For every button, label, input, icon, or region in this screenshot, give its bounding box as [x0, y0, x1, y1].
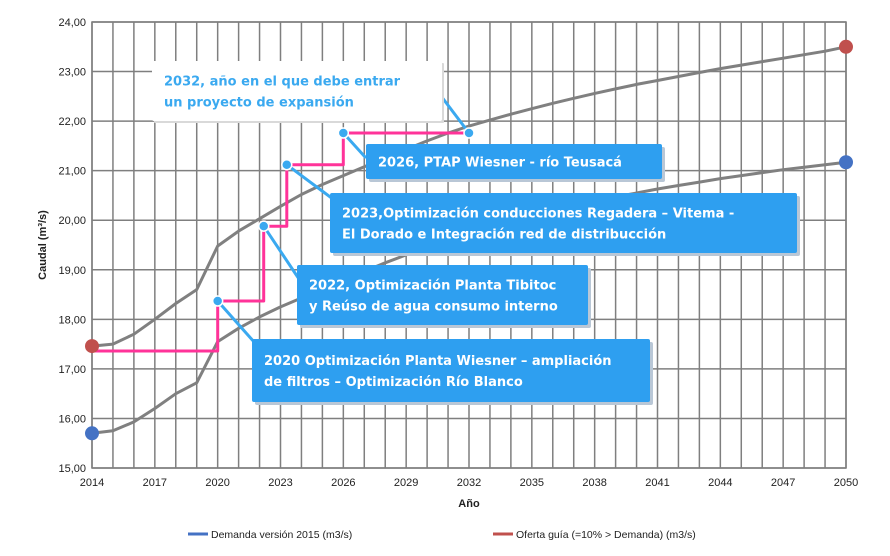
y-axis-label: Caudal (m³/s)	[37, 210, 49, 280]
legend-label: Oferta guía (=10% > Demanda) (m3/s)	[516, 529, 696, 541]
callout-text-line: 2022, Optimización Planta Tibitoc	[309, 279, 556, 294]
y-tick-label: 18,00	[58, 314, 86, 326]
x-axis-label: Año	[458, 498, 480, 510]
x-axis-ticks: 2014 2017 2020 2023 2026 2029 2032 2035 2038 2041…	[80, 477, 858, 489]
callout-background	[297, 265, 588, 325]
y-tick-label: 20,00	[58, 215, 86, 227]
x-tick-label: 2038	[582, 477, 606, 489]
point-marker	[337, 127, 350, 139]
y-tick-label: 15,00	[58, 463, 86, 475]
callout-background	[330, 193, 797, 253]
callout-text-line: 2032, año en el que debe entrar	[164, 75, 401, 90]
callout-text-line: 2026, PTAP Wiesner - río Teusacá	[378, 156, 622, 171]
legend: Demanda versión 2015 (m3/s) Oferta guía (…	[188, 529, 696, 541]
callout-text-line: 2023,Optimización conducciones Regadera …	[342, 207, 734, 222]
y-tick-label: 23,00	[58, 67, 86, 79]
callout-text-line: de filtros – Optimización Río Blanco	[264, 375, 523, 390]
y-tick-label: 17,00	[58, 364, 86, 376]
x-tick-label: 2047	[771, 477, 795, 489]
x-tick-label: 2029	[394, 477, 418, 489]
point-marker	[211, 295, 224, 307]
series-line-1	[91, 45, 847, 348]
point-marker	[839, 39, 853, 54]
x-tick-label: 2017	[143, 477, 167, 489]
plot-border	[91, 21, 847, 469]
point-marker	[85, 339, 99, 354]
callout-text-line: un proyecto de expansión	[164, 96, 354, 111]
y-axis-ticks: 15,00 16,00 17,00 18,00 19,00 20,00 21,00 22,00…	[58, 17, 86, 475]
y-tick-label: 24,00	[58, 17, 86, 29]
callout-box: 2023,Optimización conducciones Regadera …	[330, 193, 800, 256]
callout-box: 2022, Optimización Planta Tibitoc y Reúso…	[297, 265, 591, 328]
callout-box: 2032, año en el que debe entrar un proyec…	[152, 61, 444, 123]
callout-text-line: El Dorado e Integración red de distribuc…	[342, 228, 666, 243]
x-tick-label: 2050	[834, 477, 858, 489]
y-tick-label: 21,00	[58, 166, 86, 178]
x-tick-label: 2035	[520, 477, 544, 489]
point-marker	[281, 158, 293, 171]
callout-text-line: 2020 Optimización Planta Wiesner – ampli…	[264, 354, 612, 369]
point-markers	[85, 39, 853, 441]
point-marker	[257, 220, 270, 232]
callout-background	[366, 144, 662, 179]
x-tick-label: 2032	[457, 477, 481, 489]
y-tick-label: 19,00	[58, 265, 86, 277]
legend-entry: Oferta guía (=10% > Demanda) (m3/s)	[493, 529, 696, 541]
point-marker	[85, 426, 99, 441]
x-tick-label: 2020	[205, 477, 229, 489]
callout-box: 2020 Optimización Planta Wiesner – ampli…	[252, 339, 653, 405]
point-marker	[463, 127, 475, 139]
series-line-2	[92, 131, 469, 353]
callouts: 2032, año en el que debe entrar un proyec…	[152, 61, 800, 405]
callout-connector	[262, 225, 305, 286]
point-marker	[839, 155, 853, 170]
legend-entry: Demanda versión 2015 (m3/s)	[188, 529, 352, 541]
x-tick-label: 2014	[80, 477, 104, 489]
legend-label: Demanda versión 2015 (m3/s)	[211, 529, 352, 541]
callout-connector	[216, 300, 257, 344]
callout-box: 2026, PTAP Wiesner - río Teusacá	[366, 144, 665, 182]
y-tick-label: 22,00	[58, 116, 86, 128]
x-tick-label: 2041	[645, 477, 669, 489]
callout-background	[152, 61, 442, 121]
x-tick-label: 2026	[331, 477, 355, 489]
callout-text-line: y Reúso de agua consumo interno	[309, 300, 558, 315]
y-tick-label: 16,00	[58, 413, 86, 425]
callout-background	[252, 339, 650, 402]
x-tick-label: 2044	[708, 477, 732, 489]
x-tick-label: 2023	[268, 477, 292, 489]
